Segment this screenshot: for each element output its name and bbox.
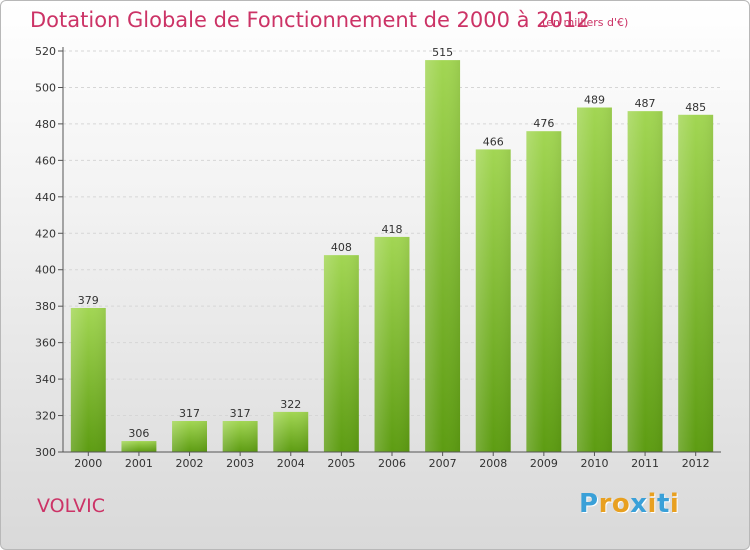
y-tick-label: 380 (35, 300, 56, 313)
y-tick-label: 320 (35, 410, 56, 423)
logo-letter: o (611, 489, 631, 519)
bar-shine-2005 (323, 255, 359, 452)
proxiti-logo[interactable]: Proxiti (579, 489, 679, 519)
x-tick-label-2008: 2008 (479, 457, 507, 470)
logo-letter: t (656, 489, 670, 519)
logo-letter: x (630, 489, 648, 519)
bar-shine-2003 (222, 421, 258, 452)
y-tick-label: 420 (35, 227, 56, 240)
logo-letter: i (647, 489, 657, 519)
value-label-2003: 317 (230, 407, 251, 420)
bar-shine-2011 (627, 111, 663, 453)
value-label-2000: 379 (78, 294, 99, 307)
logo-letter: r (598, 489, 612, 519)
x-tick-label-2005: 2005 (327, 457, 355, 470)
value-label-2011: 487 (635, 97, 656, 110)
bar-shine-2007 (425, 60, 461, 452)
x-tick-label-2001: 2001 (125, 457, 153, 470)
x-tick-label-2009: 2009 (530, 457, 558, 470)
bar-shine-2012 (678, 114, 714, 452)
value-label-2007: 515 (432, 46, 453, 59)
chart-title: Dotation Globale de Fonctionnement de 20… (30, 8, 590, 32)
bar-shine-2006 (374, 236, 410, 452)
bar-shine-2009 (526, 131, 562, 452)
y-tick-label: 340 (35, 373, 56, 386)
value-label-2001: 306 (128, 427, 149, 440)
value-label-2009: 476 (533, 117, 554, 130)
bar-shine-2010 (576, 107, 612, 452)
commune-name: VOLVIC (37, 495, 105, 517)
value-label-2008: 466 (483, 135, 504, 148)
logo-letter: P (579, 489, 599, 519)
chart-subtitle: (en milliers d'€) (542, 16, 629, 29)
x-tick-label-2000: 2000 (74, 457, 102, 470)
bar-shine-2002 (172, 421, 208, 452)
y-tick-label: 400 (35, 264, 56, 277)
bar-shine-2000 (70, 308, 106, 452)
bar-shine-2001 (121, 441, 157, 452)
x-tick-label-2010: 2010 (580, 457, 608, 470)
axes: 300 320 340 360 380 400 420 440 460 480 500 520 2000… (35, 45, 721, 470)
value-label-2004: 322 (280, 398, 301, 411)
value-label-2010: 489 (584, 94, 605, 107)
x-tick-label-2012: 2012 (682, 457, 710, 470)
x-tick-label-2002: 2002 (176, 457, 204, 470)
y-tick-label: 360 (35, 337, 56, 350)
bars: 379 306 317 317 322 408 418 515 466 476 489 487 485 (70, 46, 714, 453)
value-label-2005: 408 (331, 241, 352, 254)
x-tick-label-2004: 2004 (277, 457, 305, 470)
y-tick-label: 520 (35, 45, 56, 58)
y-tick-label: 480 (35, 118, 56, 131)
value-label-2012: 485 (685, 101, 706, 114)
x-tick-label-2011: 2011 (631, 457, 659, 470)
y-tick-label: 440 (35, 191, 56, 204)
y-tick-label: 500 (35, 81, 56, 94)
y-tick-label: 460 (35, 154, 56, 167)
value-label-2002: 317 (179, 407, 200, 420)
x-tick-label-2007: 2007 (429, 457, 457, 470)
bar-shine-2008 (475, 149, 511, 452)
bar-shine-2004 (273, 411, 309, 452)
value-label-2006: 418 (382, 223, 403, 236)
logo-letter: i (669, 489, 680, 519)
x-tick-label-2003: 2003 (226, 457, 254, 470)
x-tick-label-2006: 2006 (378, 457, 406, 470)
y-tick-label: 300 (35, 446, 56, 459)
